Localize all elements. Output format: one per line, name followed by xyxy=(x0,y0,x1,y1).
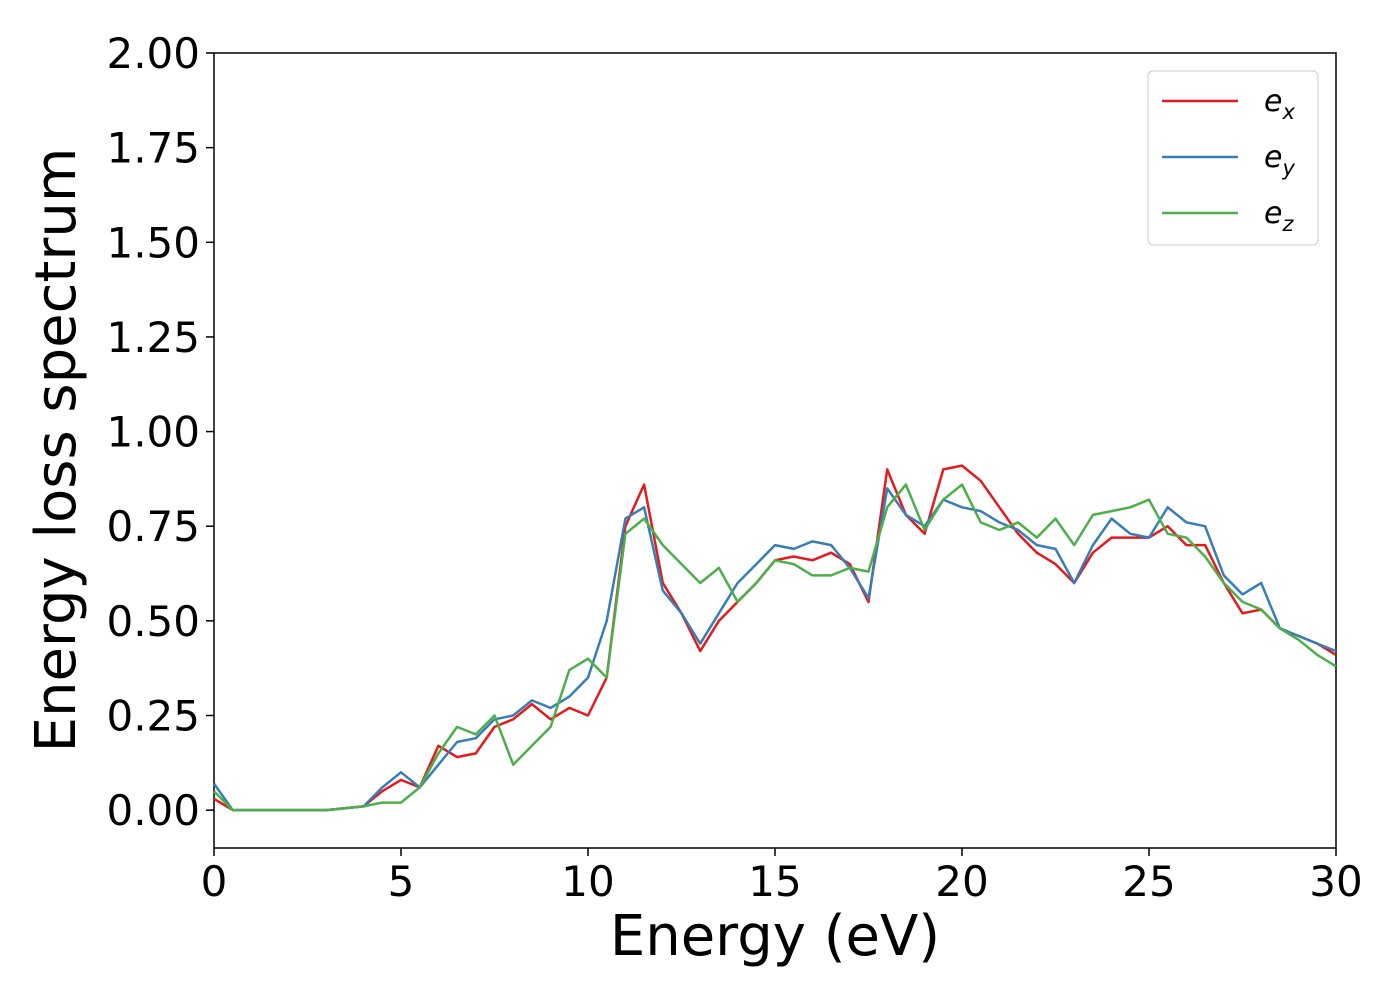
x-tick-label: 0 xyxy=(201,857,228,906)
x-axis-label: Energy (eV) xyxy=(610,904,940,969)
series-line xyxy=(213,483,1337,812)
x-tick-label: 5 xyxy=(388,857,415,906)
y-tick-label: 0.00 xyxy=(106,786,200,835)
y-tick-label: 0.50 xyxy=(106,597,200,646)
y-tick-label: 2.00 xyxy=(106,29,200,78)
legend-label: ey xyxy=(1264,140,1295,180)
x-tick-label: 10 xyxy=(561,857,614,906)
series-line xyxy=(213,464,1337,812)
x-tick-label: 30 xyxy=(1309,857,1362,906)
y-tick-label: 1.75 xyxy=(106,124,200,173)
y-tick-label: 0.75 xyxy=(106,502,200,551)
legend-label: ez xyxy=(1264,196,1294,236)
y-tick-label: 0.25 xyxy=(106,692,200,741)
legend-label: ex xyxy=(1264,84,1295,124)
y-tick-label: 1.50 xyxy=(106,218,200,267)
x-tick-label: 20 xyxy=(935,857,988,906)
y-tick-label: 1.00 xyxy=(106,408,200,457)
series-line xyxy=(212,487,1337,812)
y-axis-label: Energy loss spectrum xyxy=(24,148,89,753)
x-tick-label: 25 xyxy=(1122,857,1175,906)
y-tick-label: 1.25 xyxy=(106,313,200,362)
x-tick-label: 15 xyxy=(748,857,801,906)
